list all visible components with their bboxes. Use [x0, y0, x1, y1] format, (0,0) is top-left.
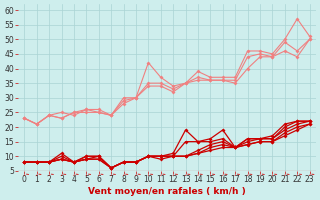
X-axis label: Vent moyen/en rafales ( km/h ): Vent moyen/en rafales ( km/h ): [88, 187, 246, 196]
